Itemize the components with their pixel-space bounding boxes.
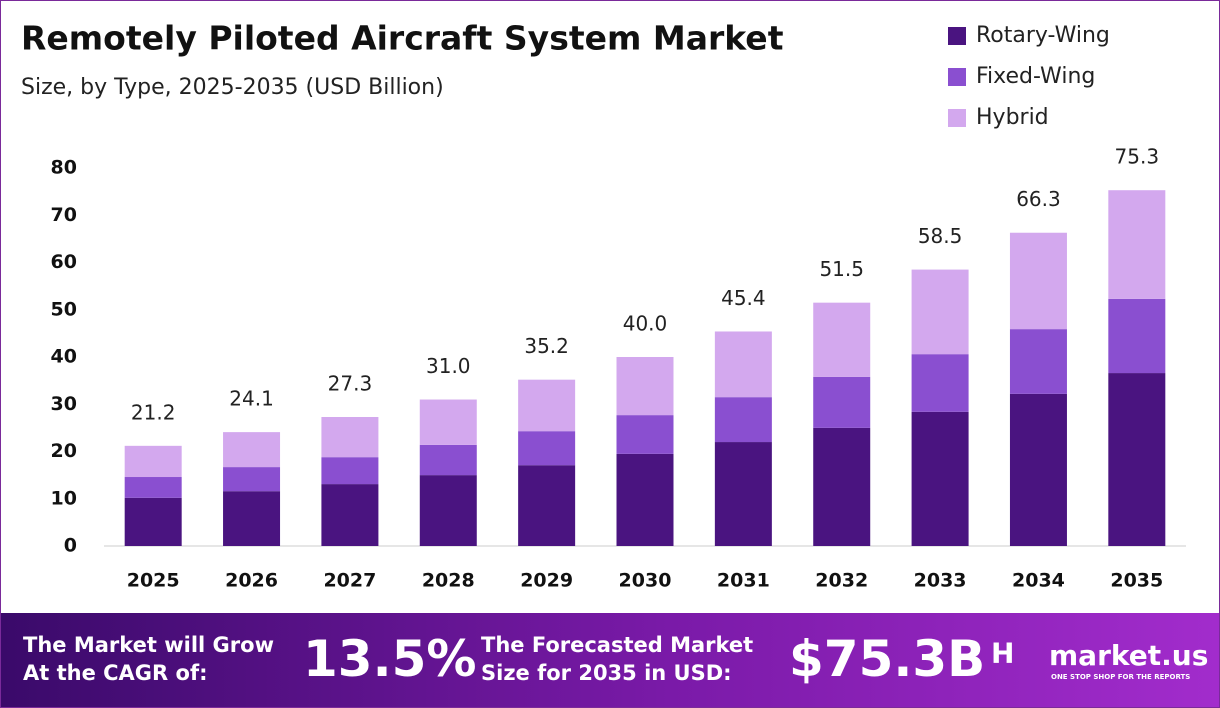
- bar-segment: [518, 431, 576, 466]
- cagr-label: The Market will Grow At the CAGR of:: [23, 631, 274, 687]
- bar-segment: [616, 357, 674, 416]
- x-tick-label: 2033: [914, 570, 967, 592]
- footer-banner: The Market will Grow At the CAGR of: 13.5…: [1, 613, 1219, 707]
- x-tick-label: 2029: [520, 570, 573, 592]
- total-label: 21.2: [131, 400, 176, 424]
- y-tick-label: 60: [51, 251, 77, 273]
- bar-segment: [714, 397, 772, 443]
- bar-segment: [911, 411, 969, 546]
- y-tick-label: 50: [51, 298, 77, 320]
- total-label: 51.5: [819, 257, 864, 281]
- x-tick-label: 2032: [815, 570, 868, 592]
- chart-subtitle: Size, by Type, 2025-2035 (USD Billion): [21, 75, 444, 100]
- legend-swatch: [948, 68, 966, 86]
- bar-segment: [321, 484, 379, 546]
- y-tick-label: 40: [51, 346, 77, 368]
- chart: Remotely Piloted Aircraft System Market …: [21, 19, 1186, 592]
- x-tick-label: 2034: [1012, 570, 1065, 592]
- y-tick-label: 30: [51, 393, 77, 415]
- tagline: ONE STOP SHOP FOR THE REPORTS: [1051, 673, 1191, 681]
- bar-segment: [419, 444, 477, 476]
- brand-logo: ᕼ: [991, 637, 1015, 670]
- bar-segment: [616, 453, 674, 546]
- x-tick-label: 2027: [323, 570, 376, 592]
- bar-segment: [223, 491, 281, 546]
- bar-segment: [813, 302, 871, 377]
- bar-segment: [124, 477, 182, 498]
- bar-segment: [714, 331, 772, 398]
- total-label: 31.0: [426, 354, 471, 378]
- total-label: 24.1: [229, 387, 274, 411]
- bar-segment: [714, 442, 772, 546]
- bar-segment: [813, 427, 871, 546]
- cagr-value: 13.5%: [303, 630, 477, 688]
- forecast-value: $75.3B: [789, 630, 986, 688]
- text: The Forecasted Market: [481, 633, 754, 657]
- bar-segment: [419, 475, 477, 546]
- text: Size for 2035 in USD:: [481, 661, 732, 685]
- total-label: 66.3: [1016, 187, 1061, 211]
- total-label: 75.3: [1115, 145, 1160, 169]
- bar-segment: [616, 415, 674, 454]
- legend-label: Fixed-Wing: [976, 64, 1095, 89]
- legend-swatch: [948, 109, 966, 127]
- bar-segment: [813, 376, 871, 428]
- bar-segment: [1009, 329, 1067, 394]
- y-tick-label: 10: [51, 487, 77, 509]
- legend-swatch: [948, 27, 966, 45]
- y-tick-label: 20: [51, 440, 77, 462]
- total-label: 58.5: [918, 224, 963, 248]
- bar-segment: [124, 445, 182, 478]
- bar-segment: [911, 354, 969, 412]
- y-tick-label: 80: [51, 157, 77, 179]
- chart-title: Remotely Piloted Aircraft System Market: [21, 19, 784, 58]
- legend-label: Rotary-Wing: [976, 23, 1110, 48]
- bar-segment: [1009, 232, 1067, 330]
- text: The Market will Grow: [23, 633, 274, 657]
- x-tick-label: 2028: [422, 570, 475, 592]
- x-tick-label: 2025: [127, 570, 180, 592]
- bar-segment: [518, 379, 576, 432]
- bar-segment: [518, 465, 576, 546]
- total-label: 27.3: [328, 372, 373, 396]
- text: At the CAGR of:: [23, 661, 208, 685]
- bar-segment: [419, 399, 477, 445]
- bar-segment: [1108, 373, 1166, 546]
- bar-segment: [321, 457, 379, 485]
- total-label: 40.0: [623, 312, 668, 336]
- bar-segment: [911, 269, 969, 355]
- bar-segment: [1108, 298, 1166, 374]
- y-tick-label: 0: [64, 535, 77, 557]
- y-tick-label: 70: [51, 204, 77, 226]
- total-label: 35.2: [524, 334, 569, 358]
- forecast-label: The Forecasted Market Size for 2035 in US…: [481, 631, 753, 687]
- bar-segment: [1108, 190, 1166, 299]
- x-tick-label: 2030: [619, 570, 672, 592]
- x-tick-label: 2031: [717, 570, 770, 592]
- total-label: 45.4: [721, 286, 766, 310]
- bar-segment: [1009, 393, 1067, 546]
- brand: market.us: [1049, 639, 1209, 672]
- bar-segment: [223, 432, 281, 468]
- bar-segment: [321, 417, 379, 458]
- bar-segment: [223, 467, 281, 492]
- bar-segment: [124, 497, 182, 546]
- x-tick-label: 2035: [1110, 570, 1163, 592]
- legend-label: Hybrid: [976, 105, 1049, 130]
- x-tick-label: 2026: [225, 570, 278, 592]
